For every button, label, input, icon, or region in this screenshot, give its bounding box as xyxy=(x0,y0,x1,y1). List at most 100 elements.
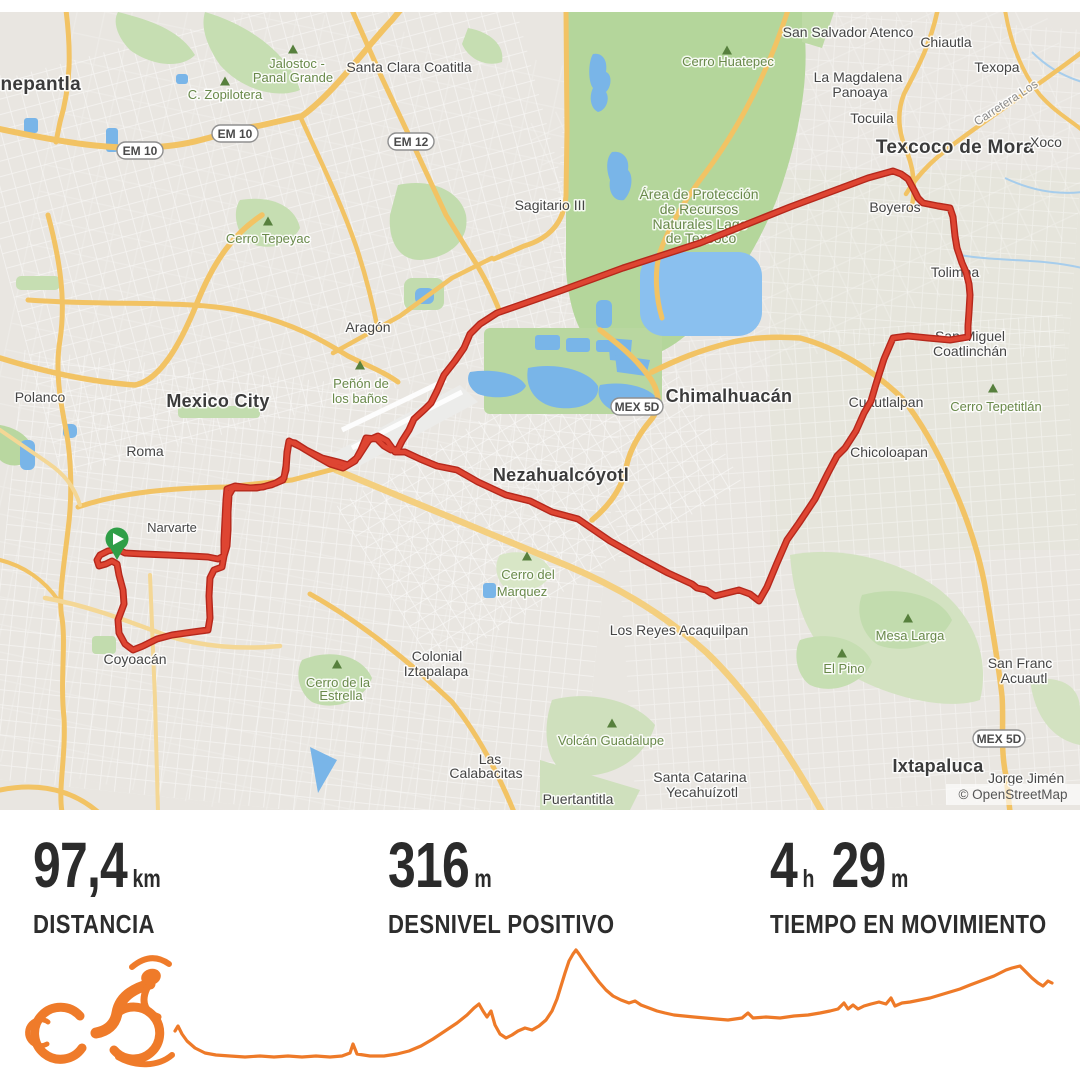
map-label: Sagitario III xyxy=(515,197,586,213)
peak-icon xyxy=(722,45,732,55)
map-label: Acuautl xyxy=(1001,670,1048,686)
map-label: Boyeros xyxy=(869,199,920,215)
map-label: Volcán Guadalupe xyxy=(558,733,664,748)
map-label: Santa Catarina xyxy=(653,769,747,785)
map-label: Cerro del xyxy=(501,567,555,582)
map-attribution: © OpenStreetMap xyxy=(946,784,1080,805)
stat-number: 4 xyxy=(770,829,798,901)
peak-icon xyxy=(288,44,298,54)
map-label: Tocuila xyxy=(850,110,894,126)
map-label: Chicoloapan xyxy=(850,444,928,460)
road-badge xyxy=(116,141,164,160)
stat-number: 316 xyxy=(388,829,470,901)
map-label: Polanco xyxy=(15,389,66,405)
elevation-gain-label: DESNIVEL POSITIVO xyxy=(388,909,615,939)
elevation-line xyxy=(173,948,1054,1059)
elevation-profile xyxy=(25,948,1054,1068)
map-label: Coyoacán xyxy=(103,651,166,667)
map-label: Panal Grande xyxy=(253,70,333,85)
route-map: alnepantla Santa Clara Coatitla Jalostoc -… xyxy=(0,12,1080,810)
map-label: Estrella xyxy=(319,688,363,703)
stat-unit: h xyxy=(802,865,815,893)
map-label: Iztapalapa xyxy=(404,663,469,679)
map-label: Las xyxy=(479,751,502,767)
peak-icon xyxy=(355,360,365,370)
map-label: Santa Clara Coatitla xyxy=(346,59,472,75)
elevation-gain-value: 316 m xyxy=(388,833,596,897)
map-label: Nezahualcóyotl xyxy=(493,465,629,485)
road-badge xyxy=(972,729,1026,748)
svg-text:EM 12: EM 12 xyxy=(394,135,429,149)
attribution-text: © OpenStreetMap xyxy=(958,787,1067,802)
map-label: Mesa Larga xyxy=(876,628,945,643)
stat-unit: m xyxy=(474,865,492,893)
map-label: Chiautla xyxy=(920,34,972,50)
map-label: Naturales Lago xyxy=(653,216,748,232)
peak-icon xyxy=(988,383,998,393)
map-label: Mexico City xyxy=(166,391,269,411)
map-label: San Franc xyxy=(988,655,1053,671)
stat-number: 97,4 xyxy=(33,829,128,901)
map-label: C. Zopilotera xyxy=(188,87,263,102)
map-label: Tolimpa xyxy=(931,264,979,280)
top-margin xyxy=(0,0,1080,12)
map-label: alnepantla xyxy=(0,74,81,95)
map-label: Yecahuízotl xyxy=(666,784,738,800)
map-label: Peñón de xyxy=(333,376,389,391)
stat-unit: km xyxy=(132,865,161,893)
route-center xyxy=(94,168,973,653)
distance-stat: 97,4 km DISTANCIA xyxy=(33,833,197,940)
moving-time-label: TIEMPO EN MOVIMIENTO xyxy=(770,909,1047,939)
map-label: de Recursos xyxy=(660,201,739,217)
map-label: Calabacitas xyxy=(449,765,522,781)
map-label: Cerro Tepeyac xyxy=(226,231,311,246)
peak-icon xyxy=(607,718,617,728)
peak-icon xyxy=(837,648,847,658)
map-label: Aragón xyxy=(345,319,390,335)
map-label: Cuautlalpan xyxy=(849,394,924,410)
svg-text:EM 10: EM 10 xyxy=(218,127,253,141)
map-label: Ixtapaluca xyxy=(892,756,984,776)
peak-icon xyxy=(332,659,342,669)
stat-number: 29 xyxy=(831,829,887,901)
map-label: Narvarte xyxy=(147,520,197,535)
distance-value: 97,4 km xyxy=(33,833,161,897)
map-label: Roma xyxy=(126,443,164,459)
map-label: Área de Protección xyxy=(639,186,758,202)
map-label: Marquez xyxy=(497,584,548,599)
map-label: La Magdalena xyxy=(814,69,903,85)
play-icon xyxy=(113,533,124,545)
map-label: Coatlinchán xyxy=(933,343,1007,359)
road-badge xyxy=(211,124,259,143)
map-label: Texcoco de Mora xyxy=(876,137,1034,158)
map-label: Panoaya xyxy=(832,84,887,100)
map-label: los baños xyxy=(332,391,388,406)
elevation-gain-stat: 316 m DESNIVEL POSITIVO xyxy=(388,833,654,940)
cyclist-icon xyxy=(25,955,175,1068)
road-badges: EM 10 EM 10 EM 12 MEX 5D MEX 5D xyxy=(116,124,1026,748)
start-marker xyxy=(105,527,129,560)
map-label: Cerro Tepetitlán xyxy=(950,399,1042,414)
map-label: Jalostoc - xyxy=(269,56,325,71)
map-label: Texopa xyxy=(974,59,1019,75)
map-label: Puertantitla xyxy=(543,791,614,807)
stat-unit: m xyxy=(890,865,909,893)
road-badge xyxy=(610,397,664,416)
map-label: Jorge Jimén xyxy=(988,770,1064,786)
peak-icon xyxy=(220,76,230,86)
map-label: San Salvador Atenco xyxy=(783,24,914,40)
distance-label: DISTANCIA xyxy=(33,909,155,939)
peak-icon xyxy=(903,613,913,623)
map-label: Cerro de la xyxy=(306,675,371,690)
svg-text:EM 10: EM 10 xyxy=(123,144,158,158)
map-labels: alnepantla Santa Clara Coatitla Jalostoc -… xyxy=(0,23,1066,809)
map-label: Cerro Huatepec xyxy=(682,54,774,69)
map-label: Los Reyes Acaquilpan xyxy=(610,622,749,638)
map-label: Colonial xyxy=(412,648,463,664)
route-line xyxy=(93,167,974,654)
map-label: Chimalhuacán xyxy=(666,386,793,406)
svg-text:MEX 5D: MEX 5D xyxy=(615,400,660,414)
moving-time-value: 4 h 29 m xyxy=(770,833,1024,897)
peak-icon xyxy=(263,216,273,226)
